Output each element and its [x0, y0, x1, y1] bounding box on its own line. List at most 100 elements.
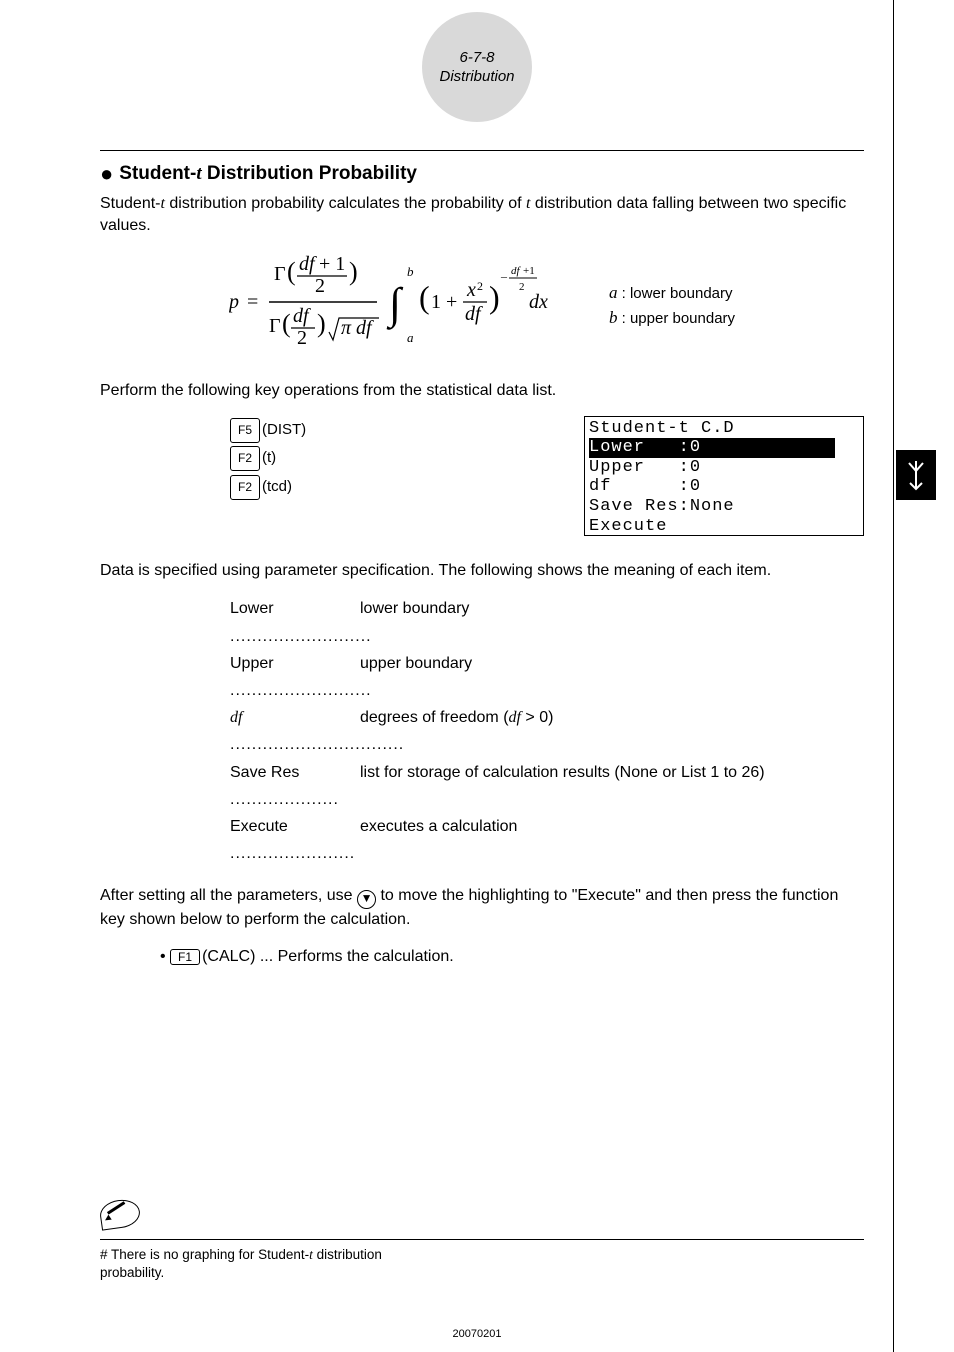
- footnote-rule: [100, 1239, 864, 1240]
- pk3: Save Res: [230, 764, 299, 781]
- keyop-2-label: (t): [262, 449, 276, 466]
- keyop-3-label: (tcd): [262, 478, 292, 495]
- param-val: lower boundary: [360, 595, 469, 649]
- f5-key-icon: F5: [230, 418, 260, 443]
- f2-key-icon: F2: [230, 446, 260, 471]
- upper-boundary-label: b : upper boundary: [609, 305, 735, 331]
- svg-text:df: df: [511, 265, 522, 277]
- pk4: Execute: [230, 818, 288, 835]
- param-val: executes a calculation: [360, 813, 517, 867]
- heading-pre: Student-: [119, 163, 196, 184]
- svg-text:): ): [489, 279, 500, 315]
- date-stamp: 20070201: [453, 1328, 502, 1340]
- bullet-icon: •: [160, 948, 166, 965]
- page-number-badge: 6-7-8 Distribution: [422, 12, 532, 122]
- pencil-note-icon: [98, 1197, 142, 1230]
- screen-line-1: Student-t C.D: [589, 419, 735, 438]
- keyop-2: F2(t): [230, 444, 306, 473]
- bullet-icon: ●: [100, 161, 113, 186]
- svg-text:x: x: [466, 279, 476, 301]
- svg-text:Γ: Γ: [269, 315, 281, 337]
- svg-text:df: df: [299, 253, 317, 275]
- svg-text:(: (: [287, 257, 296, 286]
- svg-text:df: df: [465, 303, 483, 325]
- svg-text:2: 2: [297, 327, 307, 349]
- svg-text:π df: π df: [341, 317, 374, 339]
- keyop-1-label: (DIST): [262, 421, 306, 438]
- svg-text:dx: dx: [529, 291, 548, 313]
- param-key: df ................................: [230, 704, 360, 758]
- page: 6-7-8 Distribution ●Student-t Distributi…: [0, 0, 954, 1352]
- formula-row: p = Γ ( df + 1 2 ) Γ ( df 2: [100, 250, 864, 360]
- svg-text:): ): [317, 309, 326, 338]
- param-key: Upper ..........................: [230, 650, 360, 704]
- svg-text:2: 2: [315, 275, 325, 297]
- pk1: Upper: [230, 655, 274, 672]
- intro-pre: Student-: [100, 195, 160, 212]
- section-rule: [100, 150, 864, 151]
- down-arrow-icon: ▼: [357, 890, 376, 909]
- pk2: df: [230, 709, 242, 726]
- pv2b: df: [509, 709, 521, 726]
- pv2a: degrees of freedom (: [360, 709, 509, 726]
- pv2c: > 0): [521, 709, 553, 726]
- svg-text:b: b: [407, 264, 414, 279]
- footnote-area: # There is no graphing for Student-t dis…: [100, 1200, 864, 1282]
- intro-paragraph: Student-t distribution probability calcu…: [100, 193, 864, 236]
- formula-svg: p = Γ ( df + 1 2 ) Γ ( df 2: [229, 250, 559, 360]
- param-key: Lower ..........................: [230, 595, 360, 649]
- svg-text:): ): [349, 257, 358, 286]
- param-val: upper boundary: [360, 650, 472, 704]
- svg-text:1 +: 1 +: [431, 291, 457, 313]
- heading-post: Distribution Probability: [202, 163, 417, 184]
- after-pre: After setting all the parameters, use: [100, 887, 357, 904]
- svg-text:=: =: [247, 291, 258, 313]
- keyops-row: F5(DIST) F2(t) F2(tcd) Student-t C.D Low…: [100, 416, 864, 536]
- param-key: Execute .......................: [230, 813, 360, 867]
- param-intro: Data is specified using parameter specif…: [100, 560, 864, 582]
- a-label: : lower boundary: [617, 285, 732, 302]
- f1-key-icon: F1: [170, 949, 200, 965]
- screen-line-5: Save Res:None: [589, 497, 735, 516]
- svg-text:p: p: [229, 291, 239, 313]
- after-setting-note: After setting all the parameters, use ▼ …: [100, 885, 864, 931]
- page-margin-rule: [893, 0, 894, 1352]
- pd1: ..........................: [230, 682, 372, 699]
- param-val: degrees of freedom (df > 0): [360, 704, 553, 758]
- svg-text:df: df: [293, 305, 311, 327]
- intro-mid: distribution probability calculates the …: [165, 195, 526, 212]
- keyops-list: F5(DIST) F2(t) F2(tcd): [230, 416, 306, 536]
- section-heading: ●Student-t Distribution Probability: [100, 161, 864, 187]
- pd3: ....................: [230, 791, 339, 808]
- page-number: 6-7-8: [459, 48, 494, 68]
- svg-text:∫: ∫: [386, 279, 404, 330]
- param-val: list for storage of calculation results …: [360, 759, 765, 813]
- lower-boundary-label: a : lower boundary: [609, 280, 735, 306]
- svg-text:(: (: [419, 279, 430, 315]
- keyops-intro: Perform the following key operations fro…: [100, 380, 864, 402]
- calc-text: (CALC) ... Performs the calculation.: [202, 948, 454, 965]
- keyop-1: F5(DIST): [230, 416, 306, 445]
- screen-l2-label: Lower :: [589, 438, 690, 457]
- pd0: ..........................: [230, 628, 372, 645]
- screen-line-2-highlighted: Lower :0: [589, 438, 835, 458]
- screen-line-6: Execute: [589, 517, 667, 536]
- svg-text:–: –: [500, 269, 508, 283]
- keyop-3: F2(tcd): [230, 473, 306, 502]
- svg-text:+1: +1: [523, 265, 535, 277]
- pk0: Lower: [230, 600, 274, 617]
- svg-text:(: (: [282, 309, 291, 338]
- screen-line-4: df :0: [589, 477, 701, 496]
- calculator-screen: Student-t C.D Lower :0 Upper :0 df :0 Sa…: [584, 416, 864, 536]
- f2-key-icon-2: F2: [230, 475, 260, 500]
- footnote-text: # There is no graphing for Student-t dis…: [100, 1246, 440, 1282]
- svg-text:2: 2: [477, 279, 483, 293]
- param-row-execute: Execute ....................... executes…: [230, 813, 864, 867]
- calc-bullet-line: • F1(CALC) ... Performs the calculation.: [160, 948, 864, 966]
- param-row-upper: Upper .......................... upper b…: [230, 650, 864, 704]
- parameter-list: Lower .......................... lower b…: [230, 595, 864, 867]
- param-row-lower: Lower .......................... lower b…: [230, 595, 864, 649]
- boundary-labels: a : lower boundary b : upper boundary: [609, 280, 735, 331]
- page-section-title: Distribution: [439, 67, 514, 87]
- screen-l2-val: 0: [690, 438, 701, 457]
